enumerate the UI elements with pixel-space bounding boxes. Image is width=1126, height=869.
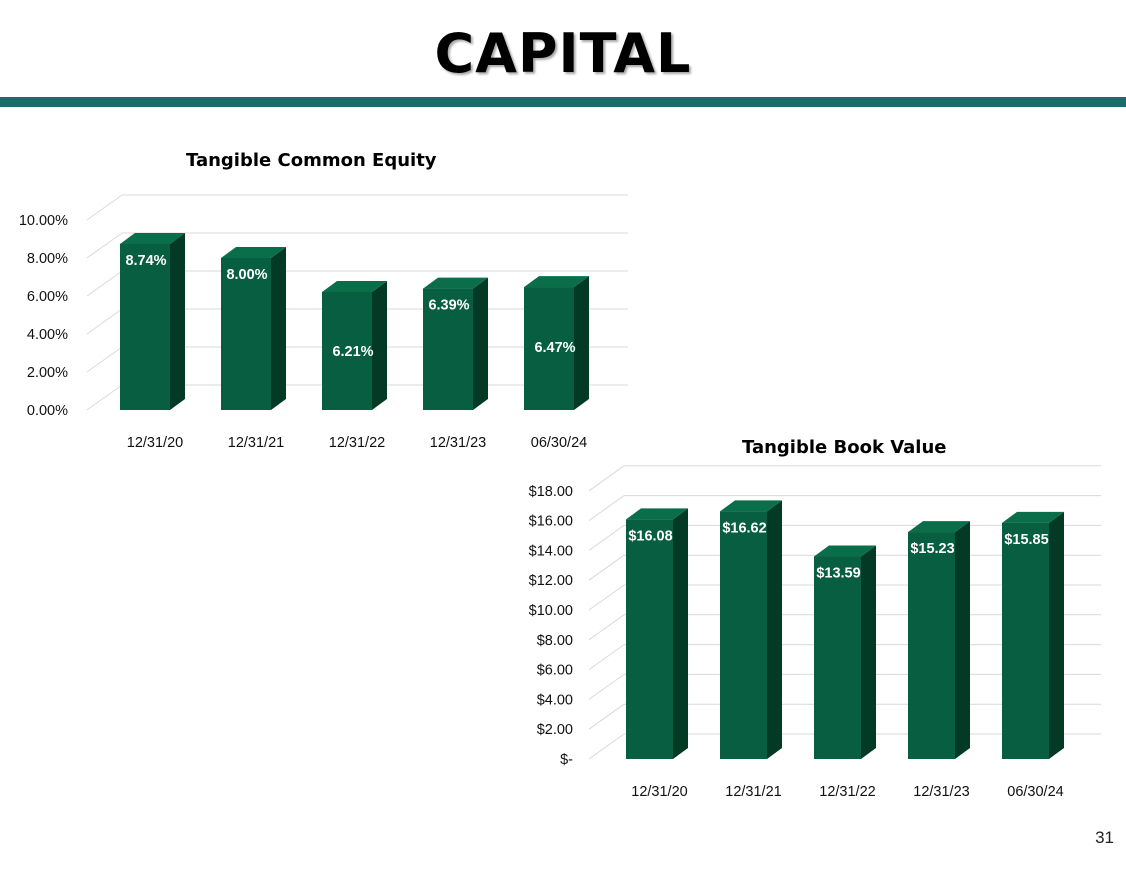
tbv-gridline-side [588,584,625,611]
tbv-x-tick-label: 06/30/24 [1007,784,1063,800]
tangible-common-equity-chart: 0.00% 2.00% 4.00% 6.00% 8.00% 10.00% 8.74% 12/3… [19,194,628,451]
tce-x-tick-label: 12/31/21 [228,435,284,451]
tce-gridline-side [86,270,123,297]
tbv-y-tick-label: $10.00 [529,603,573,619]
tbv-gridline-side [588,703,625,730]
tbv-data-label: $16.62 [722,520,766,536]
tbv-x-tick-label: 12/31/22 [819,784,875,800]
tbv-y-tick-label: $8.00 [537,633,573,649]
tbv-bar-2 [720,500,782,759]
tbv-bar-1 [626,508,688,759]
tce-bar-3 [322,281,387,410]
tbv-x-tick-label: 12/31/20 [631,784,687,800]
tce-chart-title: Tangible Common Equity [186,150,437,171]
page-title: CAPITAL [434,22,692,85]
tce-gridline-side [86,308,123,335]
tce-y-tick-label: 6.00% [27,289,68,305]
tce-y-tick-label: 10.00% [19,213,68,229]
tbv-x-tick-label: 12/31/21 [725,784,781,800]
tangible-book-value-chart: $- $2.00 $4.00 $6.00 $8.00 $10.00 $12.00 $14.00… [529,465,1101,800]
tbv-gridline-side [588,524,625,551]
tbv-y-tick-label: $4.00 [537,692,573,708]
tce-bar-5 [524,276,589,410]
tce-data-label: 6.39% [428,298,469,314]
tbv-x-tick-label: 12/31/23 [913,784,969,800]
tbv-y-tick-label: $16.00 [529,514,573,530]
tbv-bar-5 [1002,511,1064,759]
tce-data-label: 8.00% [226,267,267,283]
tbv-y-tick-label: $12.00 [529,573,573,589]
tce-data-label: 6.47% [534,340,575,356]
tbv-data-label: $13.59 [816,566,860,582]
tce-gridline-side [86,194,123,221]
tce-y-tick-label: 4.00% [27,327,68,343]
tbv-y-tick-label: $2.00 [537,722,573,738]
tce-gridline-side [86,346,123,373]
tce-bar-1 [120,232,185,410]
tbv-gridline-side [588,733,625,760]
tce-gridline-side [86,232,123,259]
tce-y-tick-label: 8.00% [27,251,68,267]
title-divider [0,97,1126,107]
tbv-bar-3 [814,545,876,759]
tbv-gridline-side [588,644,625,671]
page-number: 31 [1095,828,1114,847]
tbv-y-tick-label: $- [560,752,573,768]
tbv-gridline-side [588,554,625,581]
tbv-data-label: $15.85 [1004,532,1048,548]
tbv-data-label: $15.23 [910,541,954,557]
tce-x-tick-label: 12/31/20 [127,435,183,451]
tbv-gridline-side [588,465,625,492]
tce-y-tick-label: 2.00% [27,365,68,381]
tce-bar-2 [221,247,286,410]
tbv-y-tick-label: $18.00 [529,484,573,500]
tbv-chart-title: Tangible Book Value [742,437,947,458]
tce-y-tick-label: 0.00% [27,403,68,419]
tce-bar-4 [423,277,488,410]
tce-data-label: 8.74% [125,253,166,269]
tbv-gridline-side [588,495,625,522]
tce-gridline-side [86,384,123,411]
tbv-y-tick-label: $6.00 [537,663,573,679]
tbv-bar-4 [908,521,970,759]
tce-x-tick-label: 06/30/24 [531,435,587,451]
tce-data-label: 6.21% [332,344,373,360]
tbv-data-label: $16.08 [628,528,672,544]
tbv-gridline-side [588,614,625,641]
tce-x-tick-label: 12/31/23 [430,435,486,451]
tbv-y-tick-label: $14.00 [529,543,573,559]
tbv-gridline-side [588,673,625,700]
tce-x-tick-label: 12/31/22 [329,435,385,451]
